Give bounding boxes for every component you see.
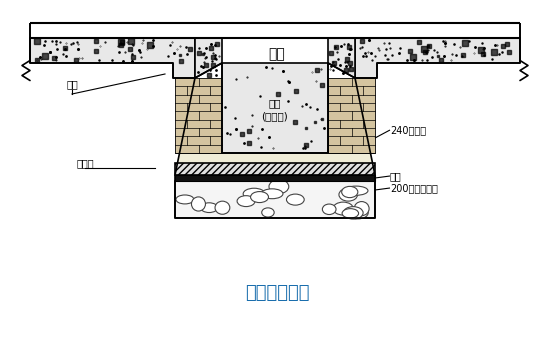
Ellipse shape <box>261 208 274 217</box>
Ellipse shape <box>237 196 255 207</box>
Ellipse shape <box>201 203 218 213</box>
Bar <box>175 181 375 218</box>
Ellipse shape <box>250 192 269 202</box>
Ellipse shape <box>261 189 283 199</box>
Text: 240厚砖模: 240厚砖模 <box>390 125 426 135</box>
Bar <box>328 78 375 153</box>
Ellipse shape <box>333 202 353 215</box>
Ellipse shape <box>176 195 194 204</box>
Polygon shape <box>195 38 222 78</box>
Ellipse shape <box>342 209 358 218</box>
Text: 填黄砂: 填黄砂 <box>76 158 94 168</box>
Polygon shape <box>355 38 520 78</box>
Polygon shape <box>328 38 355 78</box>
Bar <box>175 175 375 181</box>
Ellipse shape <box>215 201 230 214</box>
Ellipse shape <box>269 179 289 194</box>
Text: 地梁
(承台梁): 地梁 (承台梁) <box>261 98 289 122</box>
Text: 砖胎模示意图: 砖胎模示意图 <box>245 284 309 302</box>
Bar <box>222 63 328 153</box>
Ellipse shape <box>342 186 358 198</box>
Text: 底板: 底板 <box>269 47 285 61</box>
Polygon shape <box>175 78 375 175</box>
Ellipse shape <box>192 197 206 211</box>
Ellipse shape <box>344 186 368 195</box>
Ellipse shape <box>286 194 304 205</box>
Ellipse shape <box>243 188 265 199</box>
Ellipse shape <box>339 188 357 201</box>
Text: 油毡: 油毡 <box>390 171 402 181</box>
Ellipse shape <box>322 204 336 215</box>
Polygon shape <box>30 38 195 78</box>
Text: 200厚碎石盲沟: 200厚碎石盲沟 <box>390 183 438 193</box>
Ellipse shape <box>348 207 368 219</box>
Bar <box>175 78 222 153</box>
Bar <box>175 163 375 175</box>
Ellipse shape <box>343 207 363 219</box>
Text: 垫层: 垫层 <box>66 79 78 89</box>
Ellipse shape <box>354 201 369 216</box>
